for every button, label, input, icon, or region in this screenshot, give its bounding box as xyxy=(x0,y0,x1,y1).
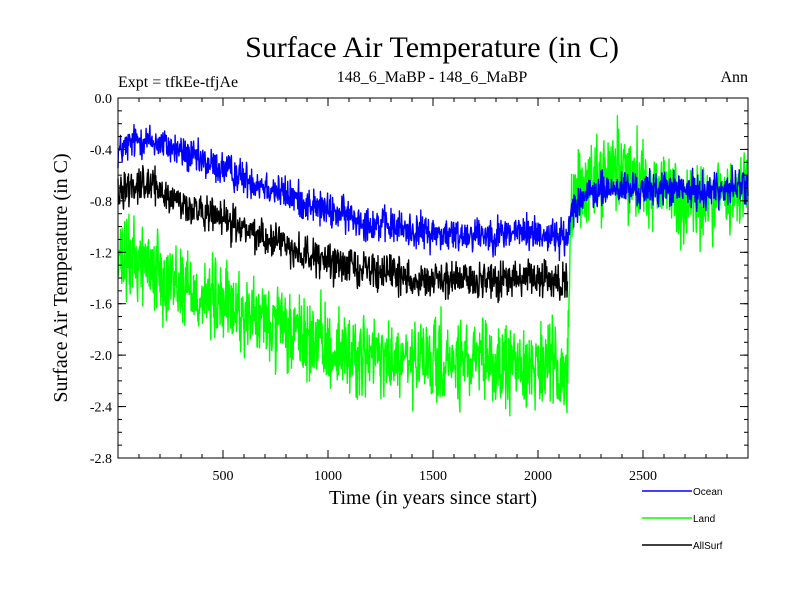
y-tick-label: -1.2 xyxy=(90,246,112,261)
x-tick-label: 1500 xyxy=(419,469,447,484)
y-axis-label: Surface Air Temperature (in C) xyxy=(50,153,72,402)
x-tick-label: 1000 xyxy=(314,469,342,484)
y-tick-label: -2.8 xyxy=(90,452,112,467)
series-line-ocean xyxy=(117,124,749,262)
x-axis-label: Time (in years since start) xyxy=(329,487,537,509)
season-label: Ann xyxy=(720,69,748,86)
experiment-label: Expt = tfkEe-tfjAe xyxy=(118,74,238,91)
y-tick-label: -1.6 xyxy=(90,298,112,313)
y-tick-label: -2.0 xyxy=(90,349,112,364)
chart-title: Surface Air Temperature (in C) xyxy=(245,31,619,64)
series-line-allsurf xyxy=(117,165,569,304)
y-tick-label: -0.4 xyxy=(90,143,112,158)
series-layer xyxy=(117,115,749,417)
x-tick-label: 2500 xyxy=(629,469,657,484)
experiment-id-label: 148_6_MaBP - 148_6_MaBP xyxy=(337,69,528,86)
x-tick-label: 500 xyxy=(213,469,234,484)
y-tick-label: -0.8 xyxy=(90,195,112,210)
legend: Ocean Land AllSurf xyxy=(642,487,723,552)
y-tick-label: -2.4 xyxy=(90,401,112,416)
y-tick-label: 0.0 xyxy=(95,92,113,107)
x-tick-label: 2000 xyxy=(524,469,552,484)
legend-label-land: Land xyxy=(693,514,715,525)
ticks-layer: 0.0 -0.4 -0.8 -1.2 -1.6 -2.0 -2.4 -2.8 500 1000 15… xyxy=(90,92,748,484)
legend-label-allsurf: AllSurf xyxy=(693,541,723,552)
series-line-land xyxy=(117,115,749,417)
legend-label-ocean: Ocean xyxy=(693,487,722,498)
